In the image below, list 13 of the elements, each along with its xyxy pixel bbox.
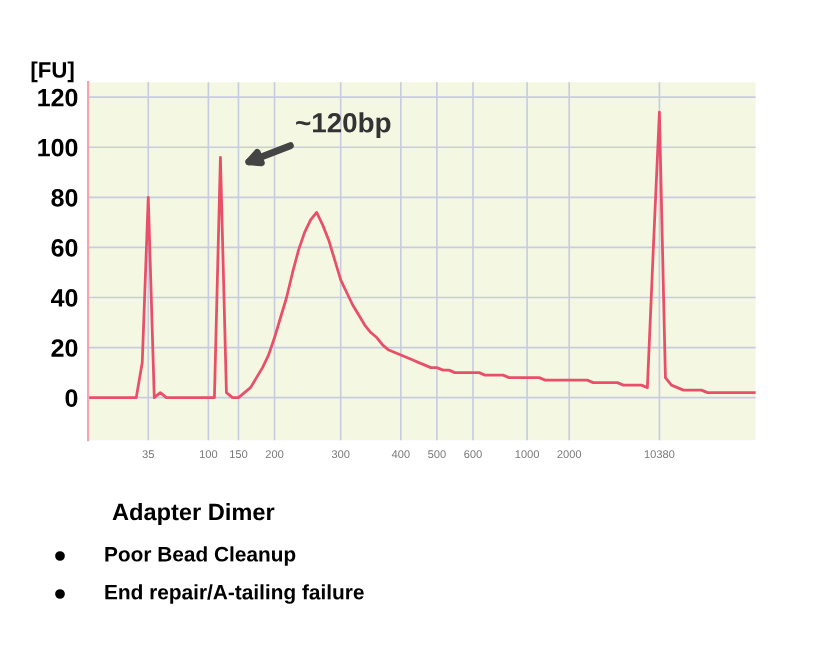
text: Adapter Dimer bbox=[112, 502, 275, 526]
y-tick-label: 0 bbox=[65, 389, 78, 407]
annotation: ~120bp bbox=[296, 112, 391, 139]
y-tick-label: 100 bbox=[38, 138, 78, 157]
y-tick-label: 20 bbox=[51, 339, 78, 357]
y-axis-title: [FU] bbox=[31, 61, 74, 83]
y-tick-label: 60 bbox=[51, 239, 78, 257]
line-series bbox=[88, 110, 756, 400]
y-tick-label: 80 bbox=[51, 188, 78, 207]
text: End repair/A-tailing failure bbox=[105, 584, 364, 604]
y-tick-label: 40 bbox=[50, 289, 78, 307]
text: Poor Bead Cleanup bbox=[105, 546, 296, 566]
y-tick-label: 120 bbox=[38, 88, 78, 107]
